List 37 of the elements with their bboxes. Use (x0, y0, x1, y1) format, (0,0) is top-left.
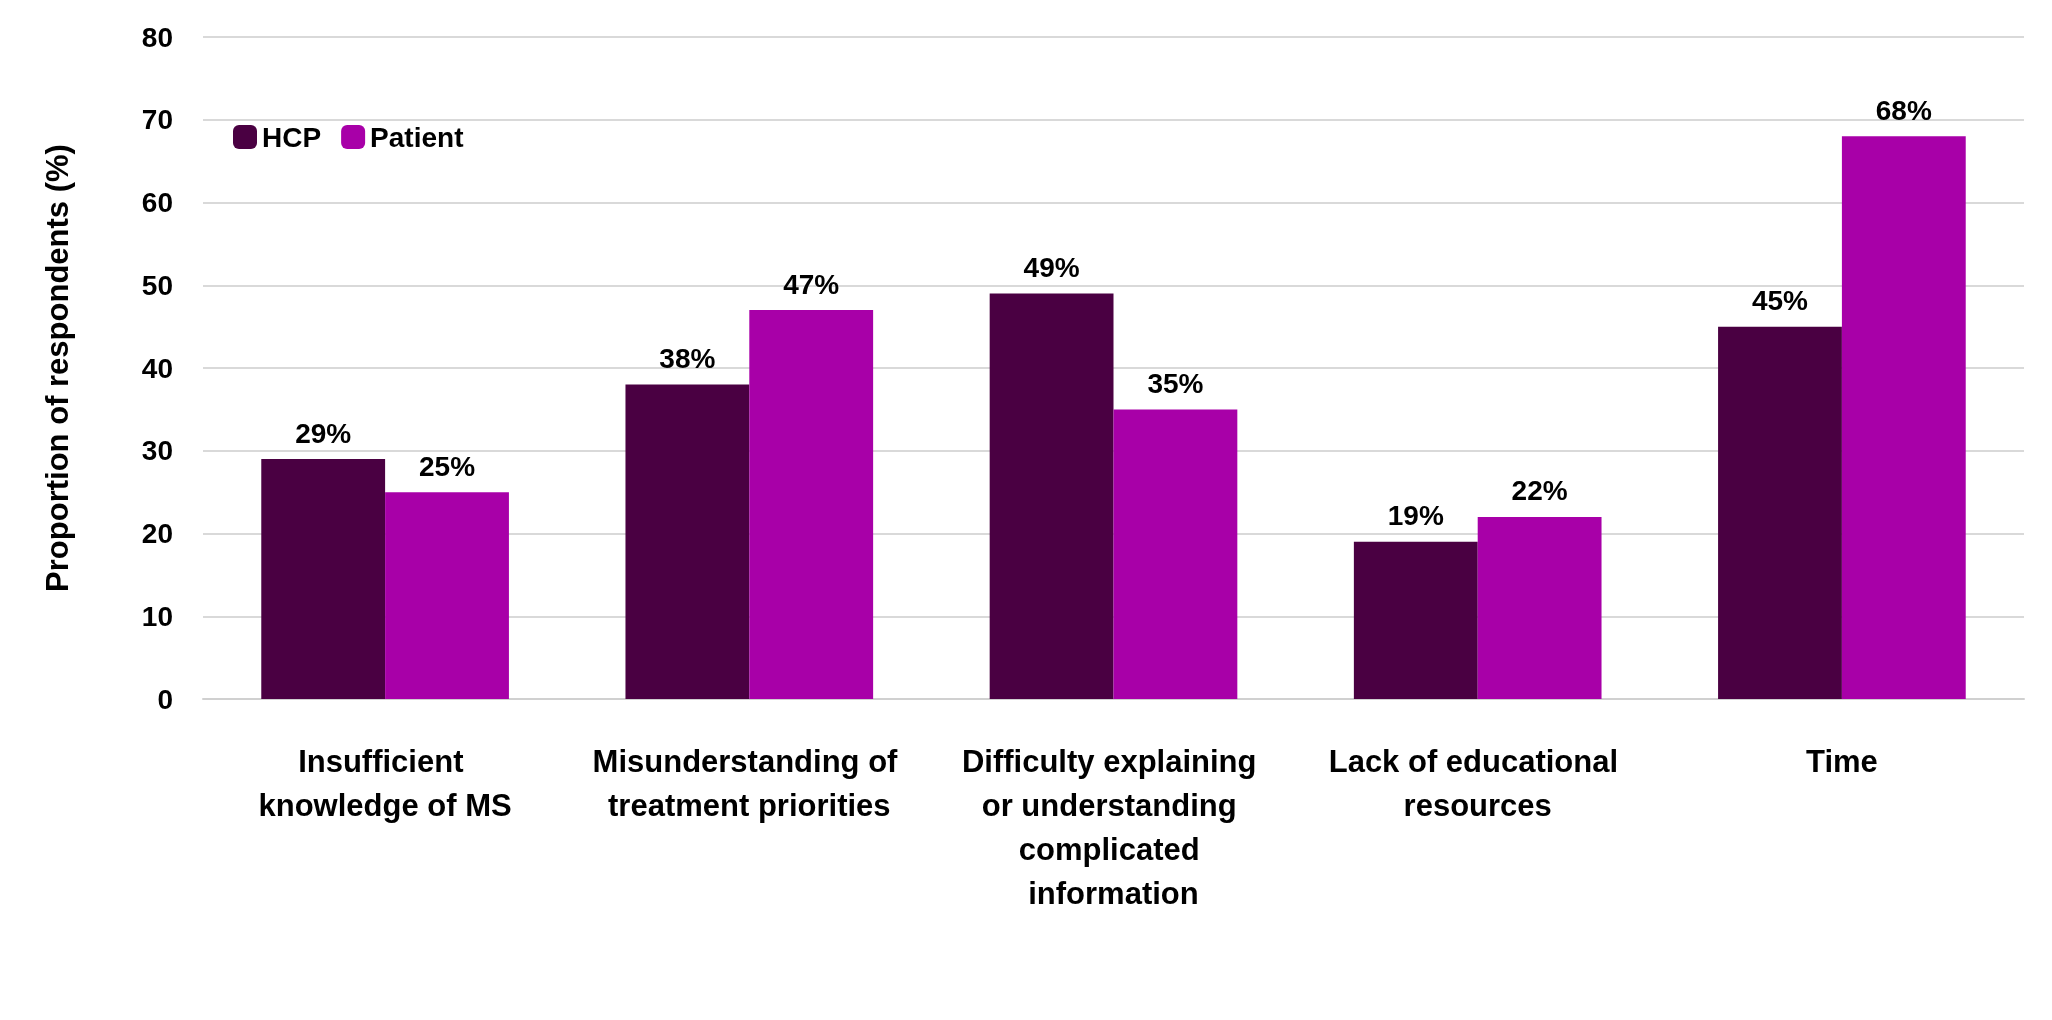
x-tick-label: Misunderstanding of treatment priorities (592, 743, 907, 823)
data-label: 38% (659, 343, 716, 375)
y-tick-label: 70 (141, 104, 173, 136)
data-label: 35% (1147, 367, 1204, 399)
y-tick-label: 50 (141, 269, 173, 301)
bar (1718, 326, 1842, 699)
y-axis-title: Proportion of respondents (%) (40, 144, 75, 592)
bar (1841, 136, 1966, 699)
data-label: 29% (295, 417, 352, 449)
y-tick-label: 60 (141, 187, 173, 218)
y-tick-label: 40 (141, 352, 173, 384)
x-tick-label: Insufficient knowledge of MS (258, 743, 512, 823)
x-tick-label: Lack of educational resources (1328, 743, 1627, 823)
bar (261, 459, 386, 699)
legend-label: HCP (262, 121, 322, 153)
bar (989, 293, 1114, 699)
bar (1477, 516, 1602, 699)
data-label: 25% (418, 450, 476, 482)
data-label: 22% (1511, 475, 1568, 507)
bar (1113, 409, 1238, 699)
y-tick-label: 80 (141, 21, 173, 53)
y-tick-label: 20 (141, 518, 173, 549)
y-tick-label: 10 (141, 600, 173, 632)
y-tick-label: 30 (141, 435, 173, 467)
y-tick-label: 0 (157, 683, 173, 715)
data-label: 19% (1387, 500, 1444, 532)
bar (1353, 541, 1478, 699)
x-tick-label: Time (1806, 743, 1878, 779)
bar (385, 492, 509, 699)
data-label: 47% (783, 268, 840, 300)
data-label: 49% (1023, 252, 1080, 284)
bar (749, 310, 874, 699)
bar (625, 384, 750, 699)
data-label: 68% (1875, 94, 1932, 126)
legend-label: Patient (370, 121, 464, 153)
x-tick-label: Difficulty explaining or understanding complicated information (961, 743, 1266, 911)
data-label: 45% (1751, 285, 1809, 317)
